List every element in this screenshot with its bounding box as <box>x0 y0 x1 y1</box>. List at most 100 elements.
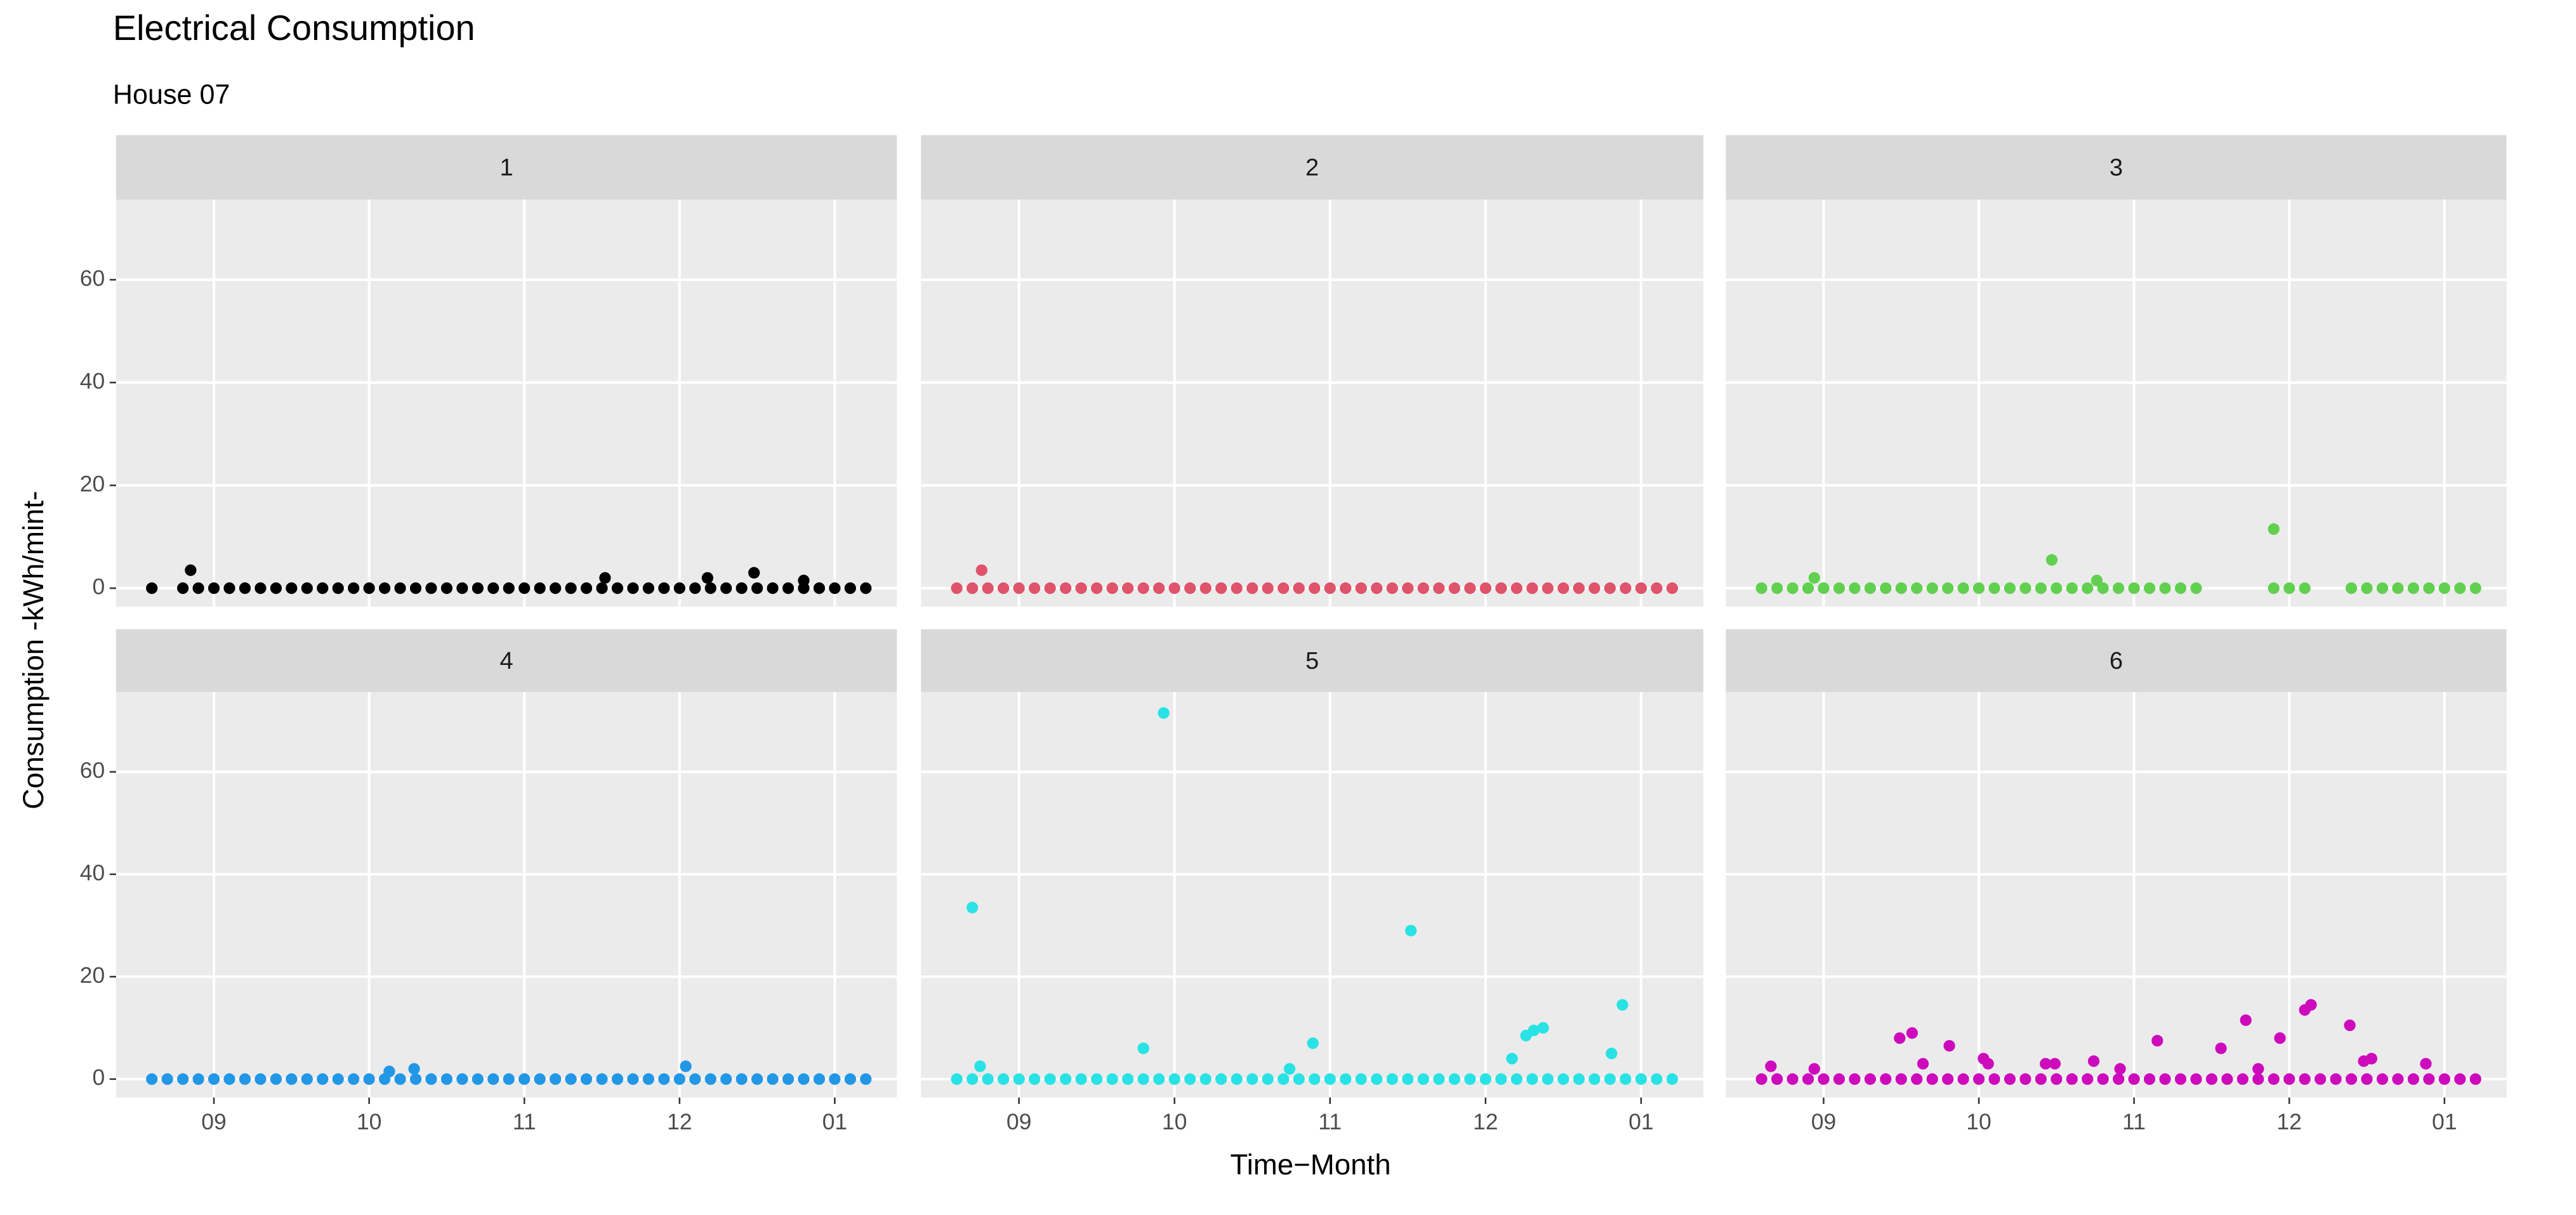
data-point <box>1215 1073 1227 1085</box>
x-axis-title: Time−Month <box>1230 1148 1390 1181</box>
data-point <box>223 1073 235 1085</box>
data-point <box>1495 582 1507 594</box>
data-point <box>409 1073 422 1085</box>
data-point <box>1917 1058 1929 1070</box>
data-point <box>1028 582 1041 594</box>
data-point <box>1849 1073 1861 1085</box>
y-tick-label: 40 <box>80 860 105 885</box>
panel-background <box>921 692 1703 1098</box>
data-point <box>1894 1032 1906 1044</box>
y-tick-label: 0 <box>92 1065 105 1090</box>
data-point <box>611 582 624 594</box>
data-point <box>208 1073 220 1085</box>
data-point <box>2268 582 2280 594</box>
data-point <box>2299 1073 2311 1085</box>
data-point <box>1184 1073 1196 1085</box>
data-point <box>1417 582 1429 594</box>
data-point <box>2361 1073 2373 1085</box>
data-point <box>627 1073 639 1085</box>
data-point <box>1589 582 1601 594</box>
data-point <box>736 582 748 594</box>
data-point <box>829 1073 841 1085</box>
data-point <box>1988 1073 2000 1085</box>
data-point <box>1262 582 1274 594</box>
facet-label: 1 <box>499 154 513 181</box>
data-point <box>549 1073 562 1085</box>
data-point <box>2045 554 2058 566</box>
data-point <box>1833 582 1846 594</box>
data-point <box>1246 1073 1258 1085</box>
data-point <box>2407 1073 2419 1085</box>
x-tick-label: 01 <box>2432 1109 2457 1134</box>
data-point <box>317 1073 329 1085</box>
data-point <box>596 582 608 594</box>
x-tick-label: 09 <box>1811 1109 1837 1134</box>
data-point <box>1090 582 1103 594</box>
data-point <box>1464 582 1476 594</box>
chart-title: Electrical Consumption <box>113 8 475 48</box>
x-tick-label: 11 <box>2122 1109 2146 1134</box>
data-point <box>239 582 251 594</box>
data-point <box>798 574 810 587</box>
data-point <box>704 582 717 594</box>
data-point <box>2376 1073 2389 1085</box>
panel-background <box>921 199 1703 607</box>
data-point <box>1153 1073 1165 1085</box>
data-point <box>689 582 701 594</box>
x-tick-label: 10 <box>357 1109 382 1134</box>
panel-background <box>1726 199 2507 607</box>
data-point <box>966 582 979 594</box>
data-point <box>503 1073 515 1085</box>
data-point <box>1880 1073 1892 1085</box>
data-point <box>1666 1073 1679 1085</box>
data-point <box>1510 1073 1522 1085</box>
data-point <box>1666 582 1679 594</box>
x-tick-label: 09 <box>1007 1109 1032 1134</box>
data-point <box>1448 1073 1460 1085</box>
data-point <box>2236 1073 2249 1085</box>
data-point <box>1542 1073 1554 1085</box>
data-point <box>1402 582 1414 594</box>
data-point <box>1355 1073 1367 1085</box>
data-point <box>673 1073 685 1085</box>
data-point <box>2128 1073 2140 1085</box>
data-point <box>720 582 732 594</box>
data-point <box>2454 1073 2466 1085</box>
data-point <box>966 1073 979 1085</box>
data-point <box>383 1065 395 1077</box>
data-point <box>2283 582 2295 594</box>
data-point <box>751 582 763 594</box>
data-point <box>2091 574 2103 587</box>
facet-label: 4 <box>499 648 513 674</box>
data-point <box>2268 523 2280 535</box>
data-point <box>440 582 453 594</box>
x-tick-label: 10 <box>1966 1109 1991 1134</box>
data-point <box>1386 582 1398 594</box>
data-point <box>1028 1073 1041 1085</box>
data-point <box>1911 582 1923 594</box>
data-point <box>2423 582 2435 594</box>
data-point <box>223 582 235 594</box>
data-point <box>2082 582 2094 594</box>
data-point <box>798 1073 810 1085</box>
data-point <box>1802 582 1814 594</box>
data-point <box>549 582 562 594</box>
data-point <box>829 582 841 594</box>
data-point <box>2305 999 2317 1011</box>
data-point <box>1926 1073 1938 1085</box>
data-point <box>2376 582 2389 594</box>
data-point <box>270 582 282 594</box>
data-point <box>2330 1073 2342 1085</box>
data-point <box>2004 1073 2016 1085</box>
data-point <box>1340 1073 1352 1085</box>
data-point <box>1864 582 1876 594</box>
y-tick-label: 20 <box>80 471 105 496</box>
data-point <box>860 1073 872 1085</box>
data-point <box>1808 572 1820 584</box>
data-point <box>767 1073 779 1085</box>
data-point <box>487 582 499 594</box>
data-point <box>982 582 994 594</box>
data-point <box>2143 1073 2156 1085</box>
data-point <box>2345 1073 2358 1085</box>
data-point <box>596 1073 608 1085</box>
